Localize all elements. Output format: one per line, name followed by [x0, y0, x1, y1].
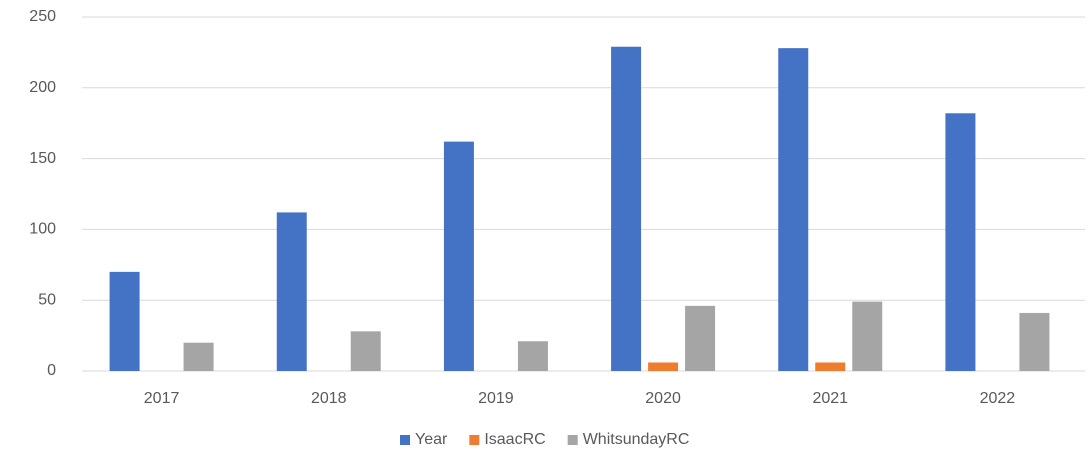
- bar: [815, 362, 846, 371]
- legend-label: IsaacRC: [484, 431, 545, 448]
- legend-swatch: [469, 435, 480, 445]
- legend-label: WhitsundayRC: [583, 431, 690, 448]
- x-tick-label: 2022: [980, 390, 1016, 407]
- bar: [852, 301, 883, 371]
- bar: [648, 362, 679, 371]
- x-tick-label: 2018: [311, 390, 347, 407]
- bar: [611, 46, 642, 372]
- bar: [1019, 312, 1050, 371]
- bar: [517, 341, 548, 371]
- y-tick-label: 0: [47, 362, 56, 379]
- y-tick-label: 250: [29, 8, 56, 25]
- legend-swatch: [567, 435, 578, 445]
- bar: [109, 271, 140, 371]
- bar: [778, 48, 809, 371]
- bar: [276, 212, 307, 371]
- bar: [945, 113, 976, 372]
- legend-swatch: [400, 435, 410, 445]
- legend-label: Year: [415, 431, 448, 448]
- y-tick-label: 50: [38, 291, 56, 308]
- bar: [443, 141, 474, 371]
- x-tick-label: 2021: [812, 390, 848, 407]
- x-tick-label: 2017: [144, 390, 180, 407]
- bar: [685, 305, 716, 371]
- y-tick-label: 150: [29, 150, 56, 167]
- bar: [350, 331, 381, 371]
- y-tick-label: 200: [29, 79, 56, 96]
- y-tick-label: 100: [29, 221, 56, 238]
- x-tick-label: 2019: [478, 390, 514, 407]
- bar: [183, 342, 214, 371]
- x-tick-label: 2020: [645, 390, 681, 407]
